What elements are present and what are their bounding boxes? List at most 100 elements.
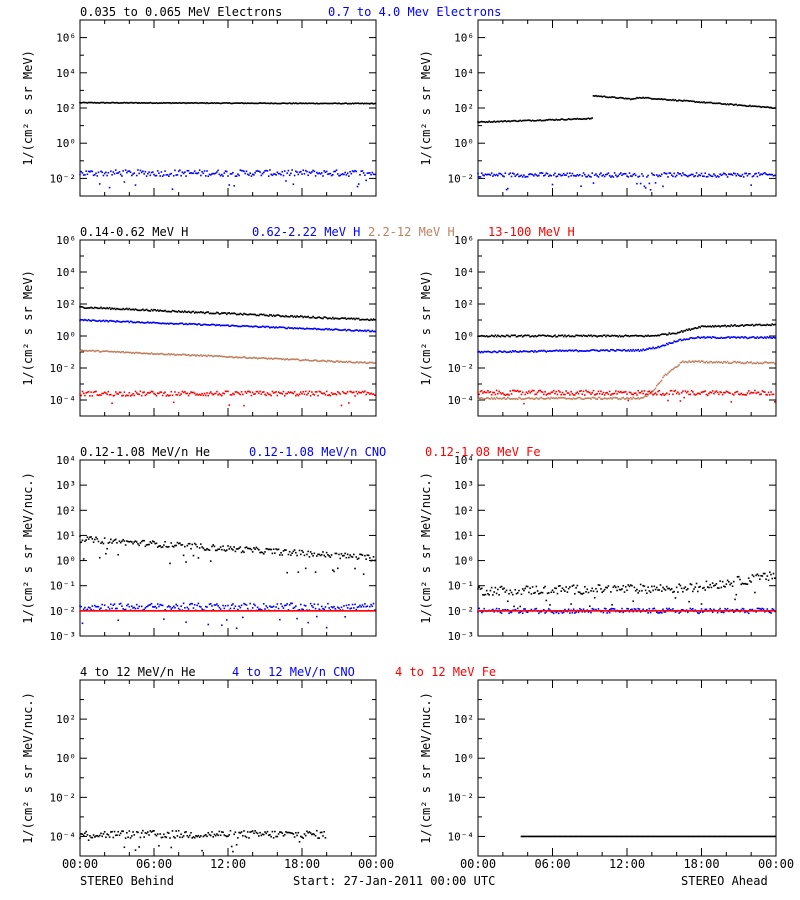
data-point (166, 101, 169, 104)
data-point (117, 320, 120, 323)
data-point (82, 558, 85, 560)
data-point (224, 610, 227, 612)
data-point (663, 610, 666, 612)
data-point (328, 610, 330, 612)
data-point (180, 610, 182, 612)
data-point (91, 605, 94, 607)
data-point (343, 317, 345, 320)
data-point (705, 393, 708, 396)
data-point (311, 171, 313, 173)
data-point (235, 843, 238, 846)
data-point (495, 610, 498, 612)
data-point (571, 172, 574, 175)
data-point (360, 606, 362, 608)
data-point (190, 547, 192, 550)
data-point (732, 394, 735, 396)
data-point (318, 610, 321, 612)
data-point (102, 319, 105, 322)
data-point (716, 337, 719, 339)
data-point (692, 337, 694, 340)
data-point (575, 611, 577, 613)
data-point (108, 186, 111, 189)
data-point (497, 610, 499, 612)
data-point (316, 610, 318, 612)
data-point (513, 334, 515, 337)
data-point (360, 553, 362, 556)
data-point (245, 357, 248, 360)
data-point (134, 321, 137, 324)
data-point (644, 349, 647, 351)
data-point (205, 610, 207, 612)
data-point (709, 610, 711, 612)
data-point (684, 610, 687, 612)
data-point (114, 169, 117, 171)
data-point (519, 611, 522, 614)
data-point (282, 326, 285, 329)
data-point (250, 313, 253, 316)
data-point (127, 351, 129, 354)
data-point (325, 327, 328, 330)
data-point (773, 323, 776, 326)
data-point (639, 391, 642, 394)
data-point (350, 361, 353, 364)
data-point (646, 592, 648, 595)
data-point (768, 336, 771, 338)
data-point (756, 610, 759, 612)
data-point (276, 357, 279, 360)
data-point (551, 350, 554, 352)
data-point (243, 610, 245, 612)
data-point (316, 829, 318, 832)
data-point (627, 608, 630, 610)
data-point (569, 612, 571, 614)
data-point (700, 336, 703, 339)
panel-frame (79, 679, 377, 857)
data-point (181, 102, 184, 104)
data-point (364, 610, 366, 612)
data-point (755, 362, 757, 365)
data-point (569, 586, 571, 588)
data-point (269, 548, 271, 551)
data-point (212, 393, 214, 396)
data-point (670, 389, 673, 392)
data-point (100, 170, 102, 173)
data-point (169, 311, 171, 313)
data-point (772, 324, 775, 326)
data-point (212, 609, 214, 611)
data-point (163, 618, 165, 620)
data-point (332, 569, 334, 571)
data-point (585, 389, 587, 392)
data-point (151, 102, 154, 105)
data-point (598, 610, 601, 612)
data-point (688, 393, 690, 396)
data-point (735, 391, 738, 393)
data-point (134, 351, 137, 354)
data-point (610, 335, 612, 337)
data-point (128, 540, 131, 543)
data-point (182, 391, 185, 394)
data-point (229, 102, 232, 105)
data-point (216, 603, 218, 605)
data-point (762, 106, 765, 108)
data-point (285, 180, 287, 182)
data-point (219, 393, 222, 396)
data-point (158, 392, 160, 395)
data-point (228, 325, 231, 328)
data-point (94, 350, 96, 353)
data-point (616, 348, 618, 351)
data-point (494, 610, 497, 612)
data-point (237, 356, 239, 359)
data-point (111, 307, 113, 309)
data-point (274, 315, 276, 317)
data-point (175, 830, 177, 832)
data-point (772, 174, 775, 177)
data-point (716, 102, 719, 105)
data-point (740, 175, 743, 177)
data-point (184, 831, 186, 834)
data-point (749, 336, 751, 339)
data-point (516, 173, 519, 175)
data-point (642, 348, 644, 350)
data-point (514, 334, 517, 337)
data-point (143, 322, 145, 324)
data-point (264, 314, 266, 317)
data-point (623, 391, 626, 393)
